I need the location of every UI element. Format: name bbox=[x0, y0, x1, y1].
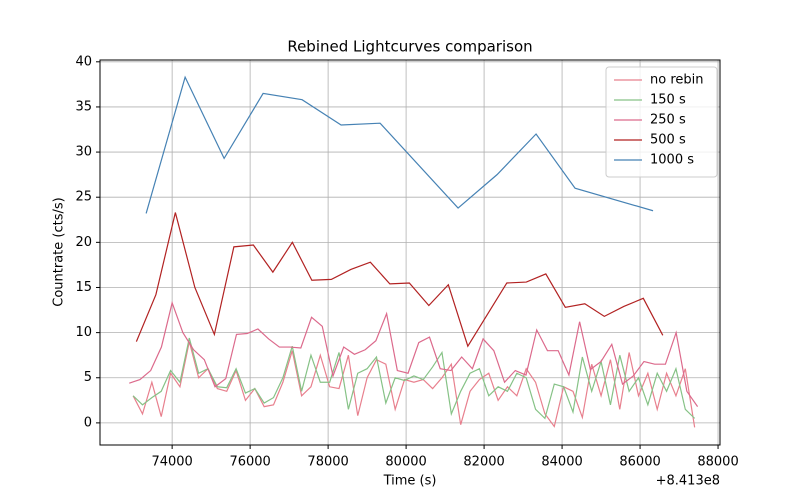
series-line bbox=[132, 341, 696, 428]
x-tick-label: 80000 bbox=[385, 455, 426, 470]
x-tick-label: 74000 bbox=[151, 455, 192, 470]
legend-label: 500 s bbox=[650, 133, 686, 148]
chart-title: Rebined Lightcurves comparison bbox=[287, 38, 532, 56]
legend-box bbox=[605, 66, 718, 178]
plot-frame bbox=[99, 59, 721, 446]
x-tick-label: 82000 bbox=[463, 455, 504, 470]
y-axis-label: Countrate (cts/s) bbox=[52, 197, 67, 306]
y-tick-label: 10 bbox=[75, 325, 92, 340]
legend-label: no rebin bbox=[650, 73, 704, 88]
y-tick-label: 0 bbox=[84, 415, 92, 430]
legend-label: 150 s bbox=[650, 93, 686, 108]
x-tick-label: 88000 bbox=[697, 455, 738, 470]
x-axis-label: Time (s) bbox=[383, 474, 437, 489]
series-line bbox=[145, 75, 654, 214]
legend: no rebin 150 s 250 s 500 s 1000 s bbox=[605, 66, 718, 178]
series-line bbox=[135, 212, 664, 348]
x-offset-label: +8.413e8 bbox=[656, 474, 720, 489]
y-tick-label: 30 bbox=[75, 145, 92, 160]
x-tick-label: 84000 bbox=[541, 455, 582, 470]
y-tick-label: 5 bbox=[84, 370, 92, 385]
legend-label: 250 s bbox=[650, 113, 686, 128]
x-tick-label: 76000 bbox=[229, 455, 270, 470]
x-tick-label: 86000 bbox=[619, 455, 660, 470]
y-tick-label: 35 bbox=[75, 99, 92, 114]
x-tick-label: 78000 bbox=[307, 455, 348, 470]
series-line bbox=[129, 300, 699, 407]
y-tick-label: 20 bbox=[75, 235, 92, 250]
y-tick-label: 15 bbox=[75, 280, 92, 295]
legend-label: 1000 s bbox=[650, 153, 694, 168]
y-tick-label: 25 bbox=[75, 190, 92, 205]
y-tick-label: 40 bbox=[75, 54, 92, 69]
